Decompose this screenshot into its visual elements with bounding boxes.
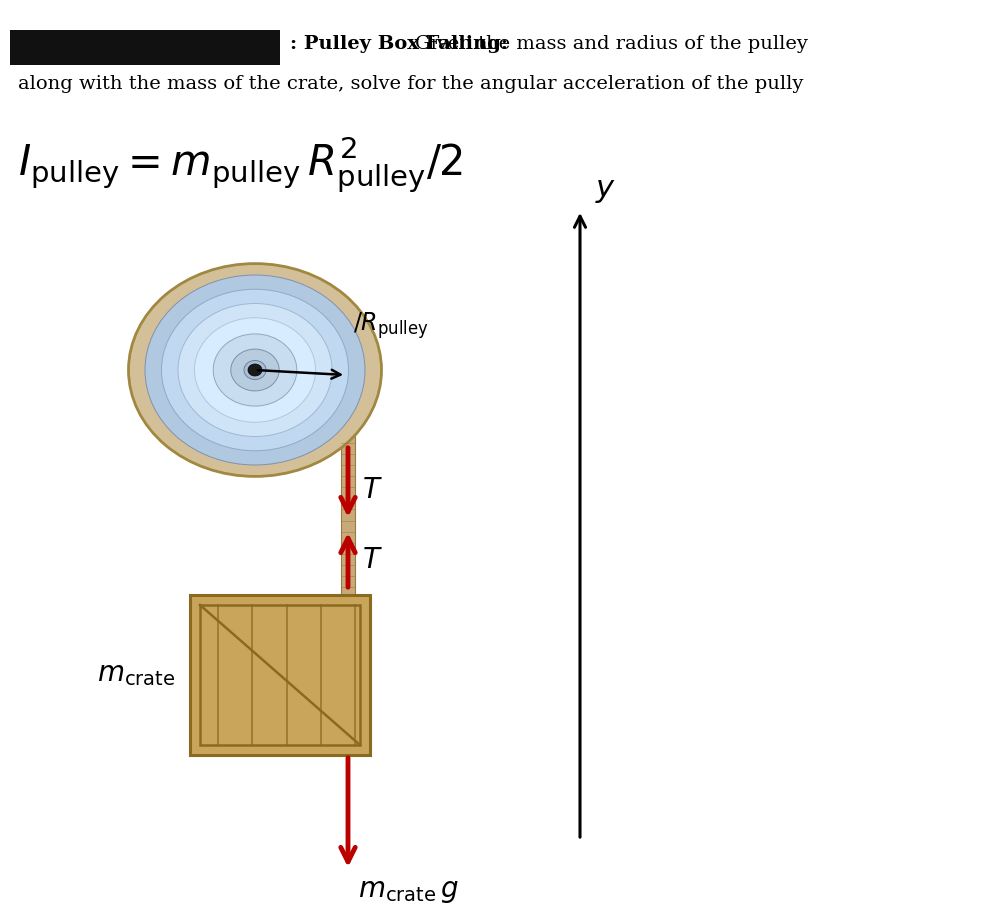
Text: : Pulley Box Falling:: : Pulley Box Falling: — [289, 35, 508, 53]
Text: $\mathit{m}_\mathrm{crate}$: $\mathit{m}_\mathrm{crate}$ — [96, 661, 175, 689]
Text: $\!\!/\mathit{R}_\mathrm{pulley}$: $\!\!/\mathit{R}_\mathrm{pulley}$ — [353, 310, 428, 341]
Ellipse shape — [194, 318, 315, 422]
Text: $\mathit{I}_\mathrm{pulley} = \mathit{m}_\mathrm{pulley}\,\mathit{R}^2_\mathrm{p: $\mathit{I}_\mathrm{pulley} = \mathit{m}… — [18, 135, 462, 195]
Ellipse shape — [145, 275, 365, 465]
Ellipse shape — [244, 361, 265, 380]
Ellipse shape — [128, 264, 381, 477]
Bar — [200, 605, 360, 745]
Text: $y$: $y$ — [594, 174, 615, 205]
Ellipse shape — [161, 290, 348, 451]
Bar — [10, 30, 279, 65]
Text: $\mathit{m}_\mathrm{crate}\,\mathit{g}$: $\mathit{m}_\mathrm{crate}\,\mathit{g}$ — [358, 878, 458, 905]
Ellipse shape — [213, 334, 296, 406]
Text: along with the mass of the crate, solve for the angular acceleration of the pull: along with the mass of the crate, solve … — [18, 75, 802, 93]
Bar — [341, 435, 355, 595]
Text: $T$: $T$ — [362, 547, 383, 573]
Ellipse shape — [248, 364, 261, 376]
Text: Given the mass and radius of the pulley: Given the mass and radius of the pulley — [289, 35, 807, 53]
Ellipse shape — [178, 303, 332, 436]
Ellipse shape — [231, 349, 279, 391]
Text: $T$: $T$ — [362, 477, 383, 503]
Bar — [190, 595, 370, 755]
